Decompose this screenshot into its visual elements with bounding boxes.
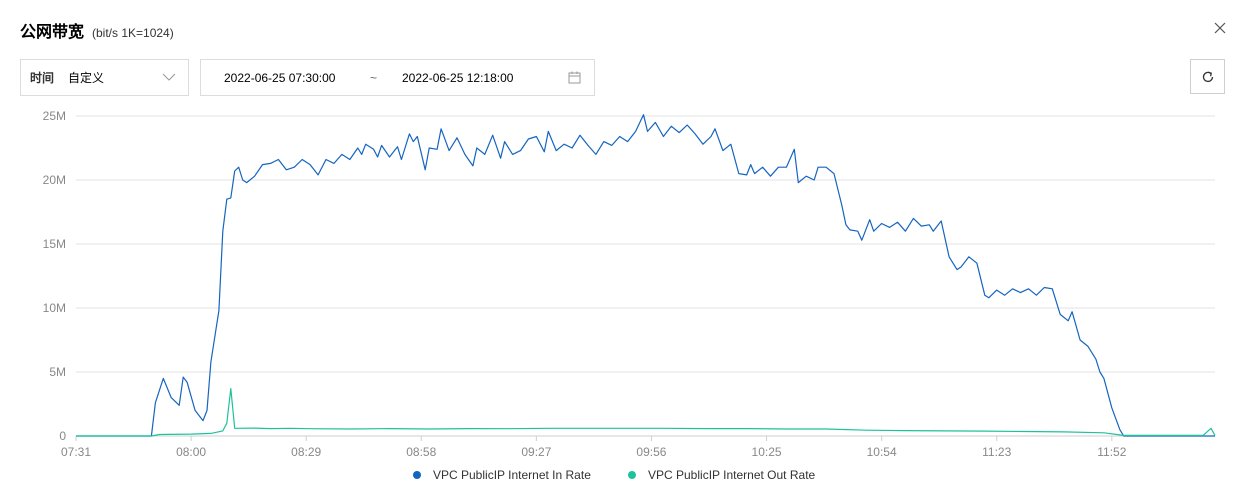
refresh-icon [1202, 71, 1213, 82]
range-end[interactable]: 2022-06-25 12:18:00 [402, 71, 514, 85]
x-tick-label: 08:58 [406, 445, 436, 459]
x-axis: 07:31 08:00 08:29 08:58 09:27 09:56 10:25 10:54… [61, 436, 1127, 459]
x-tick-label: 09:56 [636, 445, 666, 459]
x-tick-label: 08:00 [176, 445, 206, 459]
legend-marker [413, 471, 421, 479]
x-tick-label: 08:29 [291, 445, 321, 459]
range-start[interactable]: 2022-06-25 07:30:00 [224, 71, 336, 85]
y-tick-label: 20M [43, 173, 66, 187]
panel-header: 公网带宽 (bit/s 1K=1024) [20, 18, 174, 42]
date-range-picker[interactable]: 2022-06-25 07:30:00 ~ 2022-06-25 12:18:0… [200, 59, 595, 96]
legend-item-in-rate[interactable]: VPC PublicIP Internet In Rate [413, 468, 591, 482]
x-tick-label: 10:54 [867, 445, 897, 459]
x-tick-label: 10:25 [752, 445, 782, 459]
unit-note: (bit/s 1K=1024) [92, 26, 174, 40]
series-line-in-rate[interactable] [76, 114, 1215, 437]
time-range-select[interactable]: 时间 自定义 [20, 59, 189, 96]
series-line-out-rate[interactable] [76, 388, 1216, 437]
close-icon [1214, 22, 1226, 34]
range-separator: ~ [370, 71, 378, 85]
time-select-value: 自定义 [68, 71, 105, 85]
chart-legend[interactable]: VPC PublicIP Internet In Rate VPC PublicI… [413, 468, 816, 482]
x-tick-label: 07:31 [61, 445, 91, 459]
x-tick-label: 11:52 [1097, 445, 1126, 459]
legend-label: VPC PublicIP Internet Out Rate [648, 468, 816, 482]
chevron-down-icon [162, 73, 176, 81]
refresh-button[interactable] [1190, 59, 1225, 94]
calendar-icon [568, 71, 581, 84]
y-tick-label: 25M [43, 109, 66, 123]
x-tick-label: 11:23 [982, 445, 1011, 459]
legend-marker [628, 471, 636, 479]
y-tick-label: 0 [59, 429, 66, 443]
legend-label: VPC PublicIP Internet In Rate [433, 468, 591, 482]
y-tick-label: 5M [49, 365, 66, 379]
page-title: 公网带宽 [20, 24, 85, 41]
y-tick-label: 10M [43, 301, 66, 315]
close-button[interactable] [1212, 20, 1228, 36]
legend-item-out-rate[interactable]: VPC PublicIP Internet Out Rate [628, 468, 816, 482]
time-label: 时间 [30, 71, 55, 85]
y-tick-label: 15M [43, 237, 66, 251]
chart-series [76, 114, 1216, 437]
y-axis: 0 5M 10M 15M 20M 25M [43, 109, 67, 443]
x-tick-label: 09:27 [521, 445, 551, 459]
chart-grid [76, 115, 1215, 437]
